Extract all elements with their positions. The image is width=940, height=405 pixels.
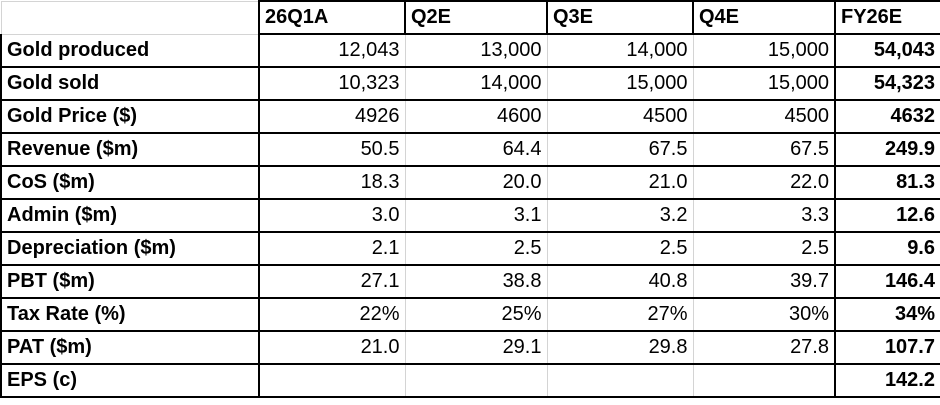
quarter-value-cell[interactable]: 10,323 — [258, 66, 406, 101]
header-cell-26q1a[interactable]: 26Q1A — [258, 0, 406, 35]
quarter-value-cell[interactable]: 4500 — [546, 99, 694, 134]
quarter-value-cell[interactable]: 67.5 — [546, 132, 694, 167]
fy26e-value-cell[interactable]: 142.2 — [834, 363, 940, 398]
quarter-value-cell[interactable]: 15,000 — [546, 66, 694, 101]
fy26e-value-cell[interactable]: 4632 — [834, 99, 940, 134]
table-row: Depreciation ($m) 2.1 2.5 2.5 2.5 9.6 — [0, 231, 940, 266]
fy26e-value-cell[interactable]: 146.4 — [834, 264, 940, 299]
quarter-value-cell[interactable]: 13,000 — [404, 33, 548, 68]
quarter-value-cell[interactable]: 4600 — [404, 99, 548, 134]
table-row: EPS (c) 142.2 — [0, 363, 940, 398]
quarter-value-cell[interactable]: 3.3 — [692, 198, 836, 233]
quarter-value-cell[interactable]: 15,000 — [692, 66, 836, 101]
row-label-cell[interactable]: Gold sold — [0, 66, 260, 101]
table-row: PBT ($m) 27.1 38.8 40.8 39.7 146.4 — [0, 264, 940, 299]
quarter-value-cell[interactable]: 4500 — [692, 99, 836, 134]
quarter-value-cell[interactable]: 14,000 — [546, 33, 694, 68]
row-label-cell[interactable]: Tax Rate (%) — [0, 297, 260, 332]
header-cell-q4e[interactable]: Q4E — [692, 0, 836, 35]
quarter-value-cell[interactable]: 27.1 — [258, 264, 406, 299]
table-row: Admin ($m) 3.0 3.1 3.2 3.3 12.6 — [0, 198, 940, 233]
row-label-cell[interactable]: PAT ($m) — [0, 330, 260, 365]
fy26e-value-cell[interactable]: 81.3 — [834, 165, 940, 200]
quarter-value-cell[interactable]: 40.8 — [546, 264, 694, 299]
quarter-value-cell[interactable]: 2.5 — [404, 231, 548, 266]
row-label-cell[interactable]: Revenue ($m) — [0, 132, 260, 167]
row-label-cell[interactable]: CoS ($m) — [0, 165, 260, 200]
header-cell-fy26e[interactable]: FY26E — [834, 0, 940, 35]
quarter-value-cell[interactable]: 38.8 — [404, 264, 548, 299]
quarter-value-cell[interactable]: 15,000 — [692, 33, 836, 68]
quarter-value-cell[interactable]: 4926 — [258, 99, 406, 134]
row-label-cell[interactable]: Gold produced — [0, 33, 260, 68]
table-row: PAT ($m) 21.0 29.1 29.8 27.8 107.7 — [0, 330, 940, 365]
quarter-value-cell[interactable] — [404, 363, 548, 398]
quarter-value-cell[interactable]: 64.4 — [404, 132, 548, 167]
quarter-value-cell[interactable]: 2.5 — [546, 231, 694, 266]
quarter-value-cell[interactable]: 50.5 — [258, 132, 406, 167]
row-label-cell[interactable]: EPS (c) — [0, 363, 260, 398]
fy26e-value-cell[interactable]: 9.6 — [834, 231, 940, 266]
header-corner-cell[interactable] — [0, 0, 260, 35]
table-row: Gold produced 12,043 13,000 14,000 15,000 54,… — [0, 33, 940, 68]
quarter-value-cell[interactable]: 22.0 — [692, 165, 836, 200]
quarter-value-cell[interactable]: 22% — [258, 297, 406, 332]
quarter-value-cell[interactable]: 18.3 — [258, 165, 406, 200]
table-row: Revenue ($m) 50.5 64.4 67.5 67.5 249.9 — [0, 132, 940, 167]
quarter-value-cell[interactable]: 12,043 — [258, 33, 406, 68]
quarter-value-cell[interactable]: 20.0 — [404, 165, 548, 200]
quarter-value-cell[interactable]: 21.0 — [546, 165, 694, 200]
quarter-value-cell[interactable]: 30% — [692, 297, 836, 332]
table-row: Gold sold 10,323 14,000 15,000 15,000 54,323 — [0, 66, 940, 101]
quarter-value-cell[interactable] — [692, 363, 836, 398]
quarter-value-cell[interactable]: 29.1 — [404, 330, 548, 365]
quarter-value-cell[interactable]: 2.5 — [692, 231, 836, 266]
quarter-value-cell[interactable]: 27.8 — [692, 330, 836, 365]
table-row: CoS ($m) 18.3 20.0 21.0 22.0 81.3 — [0, 165, 940, 200]
quarter-value-cell[interactable]: 67.5 — [692, 132, 836, 167]
quarter-value-cell[interactable] — [258, 363, 406, 398]
fy26e-value-cell[interactable]: 12.6 — [834, 198, 940, 233]
quarter-value-cell[interactable]: 39.7 — [692, 264, 836, 299]
row-label-cell[interactable]: PBT ($m) — [0, 264, 260, 299]
header-row: 26Q1A Q2E Q3E Q4E FY26E — [0, 0, 940, 35]
row-label-cell[interactable]: Admin ($m) — [0, 198, 260, 233]
quarter-value-cell[interactable]: 3.1 — [404, 198, 548, 233]
quarter-value-cell[interactable] — [546, 363, 694, 398]
fy26e-value-cell[interactable]: 107.7 — [834, 330, 940, 365]
quarter-value-cell[interactable]: 27% — [546, 297, 694, 332]
table-row: Tax Rate (%) 22% 25% 27% 30% 34% — [0, 297, 940, 332]
header-cell-q2e[interactable]: Q2E — [404, 0, 548, 35]
fy26e-value-cell[interactable]: 54,323 — [834, 66, 940, 101]
quarter-value-cell[interactable]: 29.8 — [546, 330, 694, 365]
row-label-cell[interactable]: Depreciation ($m) — [0, 231, 260, 266]
fy26e-value-cell[interactable]: 34% — [834, 297, 940, 332]
table-row: Gold Price ($) 4926 4600 4500 4500 4632 — [0, 99, 940, 134]
quarter-value-cell[interactable]: 3.2 — [546, 198, 694, 233]
quarter-value-cell[interactable]: 21.0 — [258, 330, 406, 365]
quarter-value-cell[interactable]: 2.1 — [258, 231, 406, 266]
fy26e-value-cell[interactable]: 54,043 — [834, 33, 940, 68]
row-label-cell[interactable]: Gold Price ($) — [0, 99, 260, 134]
header-cell-q3e[interactable]: Q3E — [546, 0, 694, 35]
quarter-value-cell[interactable]: 25% — [404, 297, 548, 332]
quarter-value-cell[interactable]: 3.0 — [258, 198, 406, 233]
fy26e-value-cell[interactable]: 249.9 — [834, 132, 940, 167]
quarter-value-cell[interactable]: 14,000 — [404, 66, 548, 101]
